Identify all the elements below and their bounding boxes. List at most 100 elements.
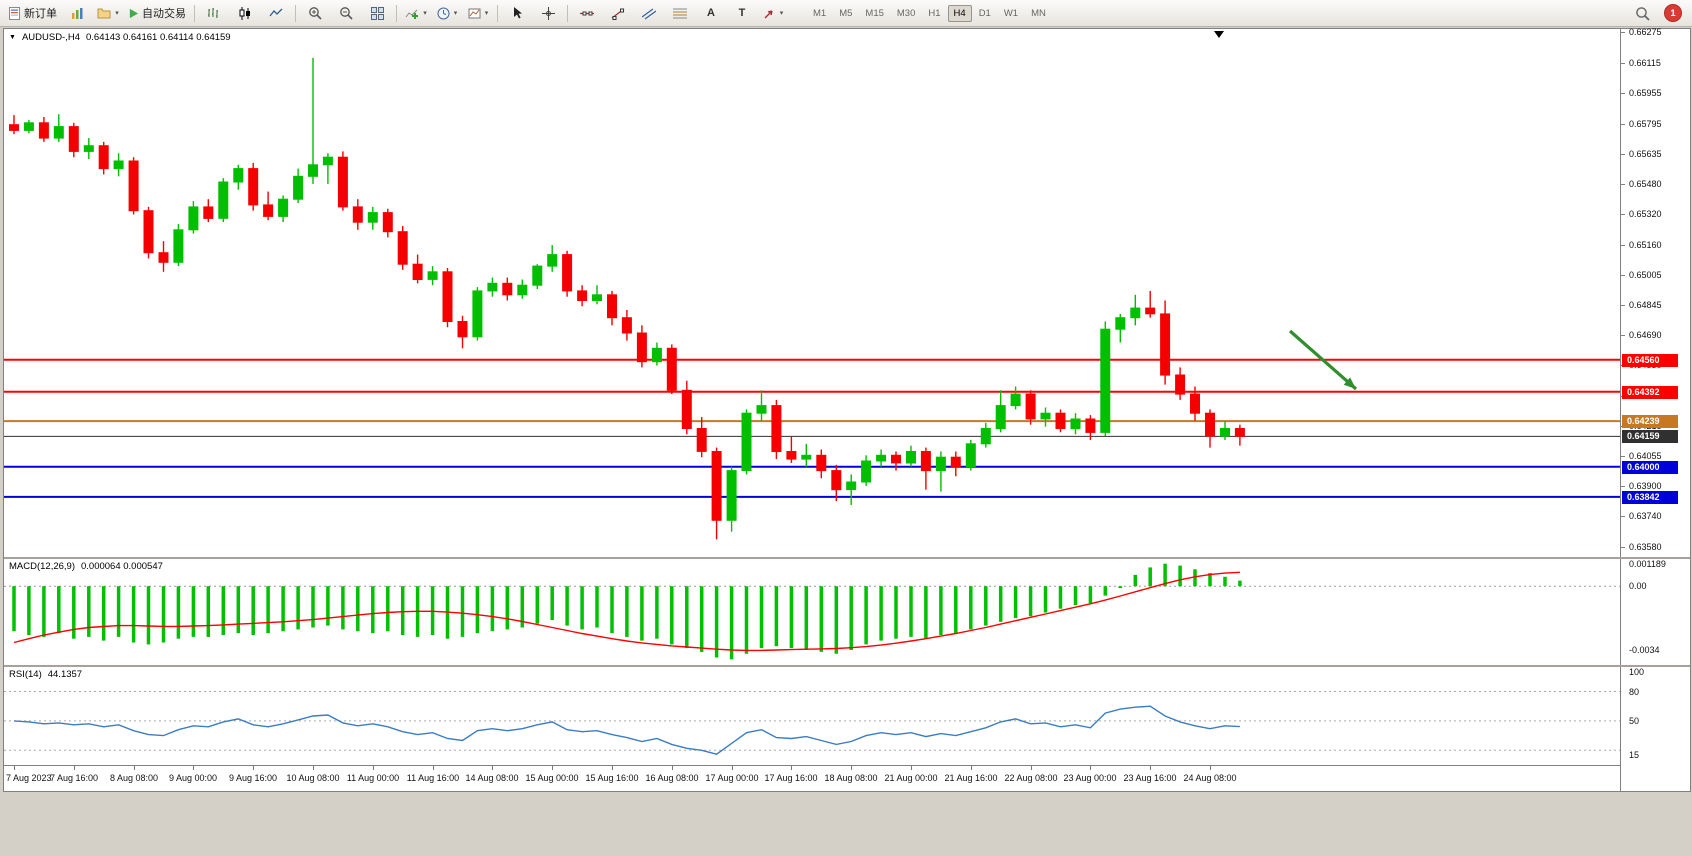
timeframe-button-m1[interactable]: M1: [813, 7, 827, 19]
timeframe-button-h1[interactable]: H1: [928, 7, 941, 19]
fibonacci-button[interactable]: [665, 2, 695, 25]
timeframe-button-h4[interactable]: H4: [947, 4, 972, 22]
horizontal-line-button[interactable]: [572, 2, 602, 25]
trend-arrow-line[interactable]: [1288, 329, 1358, 391]
rsi-chart[interactable]: [4, 667, 1620, 765]
price-axis-tick: [1621, 547, 1625, 548]
price-axis[interactable]: 0.66275 0.66115 0.65955 0.65795 0.65635 0.654…: [1620, 27, 1690, 791]
toolbar-separator: [396, 4, 397, 22]
rsi-pane[interactable]: RSI(14) 44.1357: [4, 667, 1620, 765]
trend-arrow-head[interactable]: [1343, 377, 1356, 389]
candle-body: [1160, 313, 1171, 376]
line-chart-button[interactable]: [261, 2, 291, 25]
candlestick-chart-button[interactable]: [230, 2, 260, 25]
bars-chart-button[interactable]: [199, 2, 229, 25]
crosshair-button[interactable]: [533, 2, 563, 25]
price-tag: 0.64239: [1622, 415, 1678, 428]
indicators-icon: [405, 9, 419, 19]
channel-button[interactable]: [634, 2, 664, 25]
text-tool-button[interactable]: A: [696, 2, 726, 25]
channel-icon: [642, 8, 656, 19]
candle-body: [592, 294, 602, 301]
charts-button[interactable]: [62, 2, 92, 25]
timeframe-button-m30[interactable]: M30: [896, 7, 916, 19]
profiles-button[interactable]: ▾: [93, 2, 123, 25]
price-axis-tick: [1621, 63, 1625, 64]
tile-windows-button[interactable]: [362, 2, 392, 25]
time-axis-label: 23 Aug 16:00: [1123, 773, 1177, 783]
profiles-icon: [97, 8, 111, 19]
timeframe-button-d1[interactable]: D1: [978, 7, 991, 19]
toolbar: 新订单 ▾ 自动交易 ▾ ▾ ▾: [0, 0, 1692, 27]
time-axis[interactable]: 7 Aug 2023 7 Aug 16:00 8 Aug 08:00 9 Aug 00…: [4, 765, 1620, 791]
rsi-line: [13, 705, 1240, 755]
price-axis-label: 0.65795: [1629, 119, 1662, 129]
macd-pane[interactable]: MACD(12,26,9) 0.000064 0.000547: [4, 559, 1620, 665]
time-axis-tick: [552, 766, 553, 770]
candle-body: [98, 145, 109, 170]
search-button[interactable]: [1627, 2, 1657, 25]
time-axis-tick: [851, 766, 852, 770]
dropdown-caret-icon: ▾: [115, 10, 119, 17]
price-tag: 0.63842: [1622, 491, 1678, 504]
chart-shift-marker[interactable]: [1214, 31, 1224, 38]
notification-badge[interactable]: 1: [1664, 4, 1682, 22]
candle-body: [113, 160, 124, 170]
time-axis-tick: [74, 766, 75, 770]
timeframe-button-mn[interactable]: MN: [1031, 7, 1046, 19]
candle-body: [38, 122, 49, 139]
candlestick-chart[interactable]: [4, 29, 1620, 557]
macd-signal-line: [13, 571, 1240, 652]
zoom-out-button[interactable]: [331, 2, 361, 25]
price-axis-tick: [1621, 214, 1625, 215]
candle-body: [577, 290, 588, 301]
time-axis-tick: [971, 766, 972, 770]
time-axis-tick: [1090, 766, 1091, 770]
candle-body: [1100, 328, 1111, 433]
time-axis-label: 9 Aug 16:00: [228, 773, 278, 783]
arrows-tool-button[interactable]: ▾: [758, 2, 788, 25]
time-axis-label: 7 Aug 16:00: [49, 773, 99, 783]
cursor-button[interactable]: [502, 2, 532, 25]
time-axis-label: 15 Aug 00:00: [525, 773, 579, 783]
zoom-out-icon: [340, 7, 353, 20]
charts-icon: [71, 7, 82, 19]
timeframe-button-w1[interactable]: W1: [1003, 7, 1019, 19]
pane-divider[interactable]: [4, 665, 1690, 667]
time-axis-label: 23 Aug 00:00: [1063, 773, 1117, 783]
candle-body: [965, 443, 976, 468]
timeframe-button-m15[interactable]: M15: [865, 7, 884, 19]
pane-divider[interactable]: [4, 557, 1690, 559]
trendline-button[interactable]: [603, 2, 633, 25]
candle-body: [1234, 428, 1245, 437]
time-axis-tick: [134, 766, 135, 770]
candle-body: [532, 265, 543, 286]
candle-body: [876, 454, 887, 462]
candle-body: [980, 428, 991, 445]
templates-button[interactable]: ▾: [463, 2, 493, 25]
macd-label: MACD(12,26,9) 0.000064 0.000547: [9, 561, 163, 572]
timeframe-button-m5[interactable]: M5: [839, 7, 853, 19]
auto-trading-button[interactable]: 自动交易: [124, 2, 190, 25]
candle-body: [846, 481, 857, 491]
main-chart-pane[interactable]: ▼ AUDUSD-,H4 0.64143 0.64161 0.64114 0.6…: [4, 29, 1620, 557]
label-icon: T: [738, 7, 746, 19]
indicators-button[interactable]: ▾: [401, 2, 431, 25]
candle-body: [861, 460, 872, 483]
candle-body: [681, 389, 692, 429]
notification-count: 1: [1670, 7, 1676, 19]
chart-dropdown-icon[interactable]: ▼: [9, 34, 16, 41]
candle-body: [1175, 374, 1186, 395]
price-axis-label: 0.64055: [1629, 451, 1662, 461]
price-axis-label: 0.64845: [1629, 300, 1662, 310]
zoom-in-button[interactable]: [300, 2, 330, 25]
time-axis-label: 10 Aug 08:00: [286, 773, 340, 783]
rsi-axis-label: 15: [1629, 750, 1640, 760]
time-axis-label: 14 Aug 08:00: [465, 773, 519, 783]
candle-body: [218, 181, 229, 219]
candle-body: [950, 456, 961, 468]
new-order-button[interactable]: 新订单: [4, 2, 61, 25]
label-tool-button[interactable]: T: [727, 2, 757, 25]
periods-button[interactable]: ▾: [432, 2, 462, 25]
macd-chart[interactable]: [4, 559, 1620, 665]
